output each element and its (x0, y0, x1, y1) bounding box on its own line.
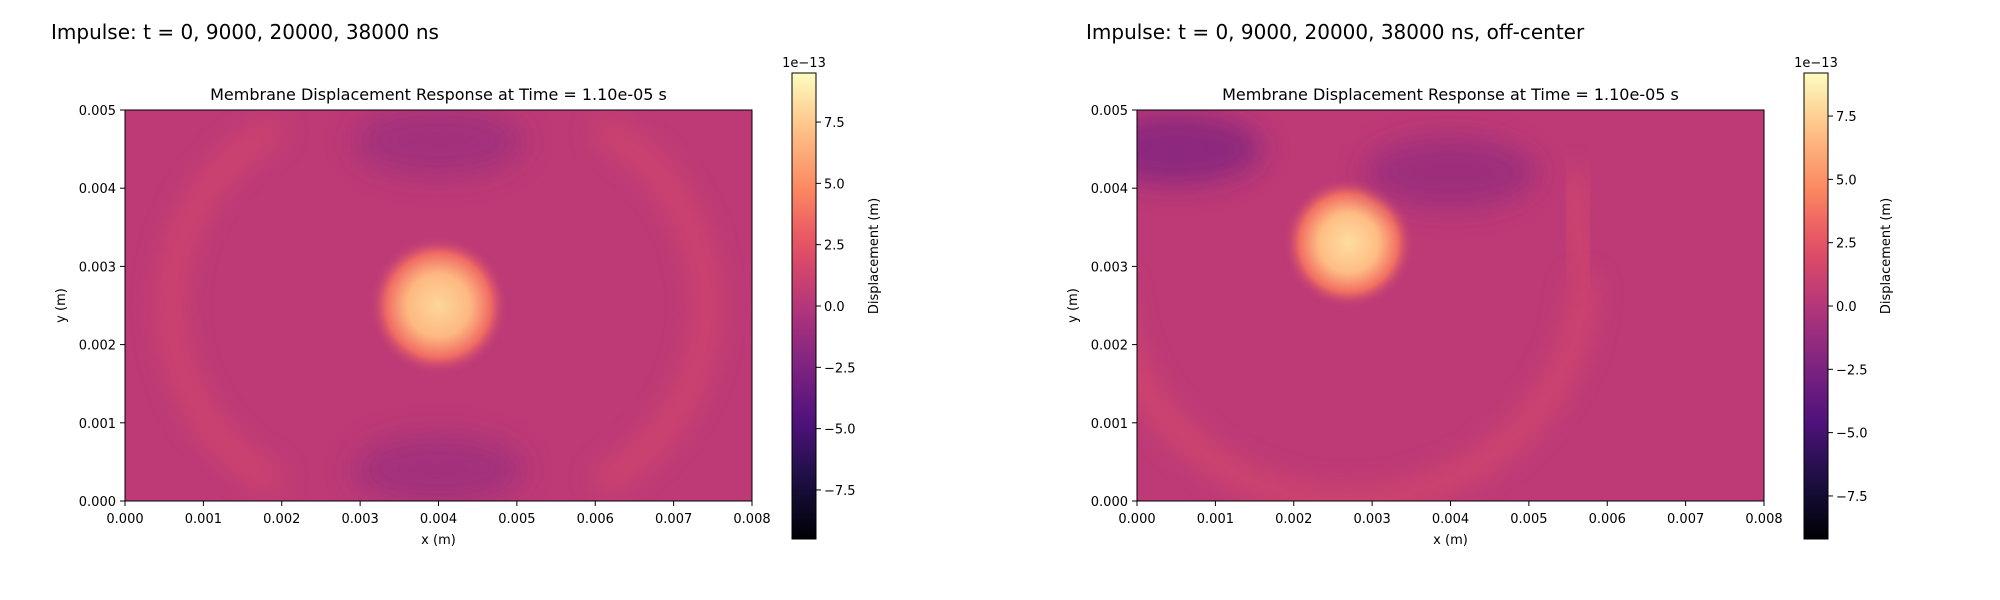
colorbar-tick-label: 7.5 (1836, 110, 1857, 125)
y-tick-label: 0.000 (1091, 495, 1128, 510)
y-tick-label: 0.003 (79, 260, 116, 275)
x-tick-label: 0.003 (342, 512, 379, 527)
colorbar-tick-label: 7.5 (824, 116, 845, 131)
colorbar: 1e−13 −7.5 −5.0 −2.5 0.0 2.5 5.0 7.5 Displacemen… (1794, 56, 1894, 540)
x-tick-label: 0.003 (1354, 512, 1391, 527)
x-tick-label: 0.000 (1118, 512, 1155, 527)
y-tick-label: 0.003 (1091, 260, 1128, 275)
colorbar-tick-label: −5.0 (824, 423, 856, 438)
y-tick-label: 0.004 (79, 182, 116, 197)
x-tick-label: 0.002 (263, 512, 300, 527)
y-tick-label: 0.000 (79, 495, 116, 510)
x-tick-label: 0.001 (1197, 512, 1234, 527)
chart-panel-2: Membrane Displacement Response at Time =… (1066, 56, 1894, 548)
y-tick-label: 0.002 (79, 339, 116, 354)
y-axis-label: y (m) (54, 288, 69, 323)
colorbar-tick-label: 0.0 (1836, 300, 1857, 315)
heatmap-peak (368, 235, 509, 376)
colorbar-tick-label: 2.5 (824, 239, 845, 254)
y-tick-label: 0.005 (79, 104, 116, 119)
heatmap-ring-arc (1561, 171, 1595, 280)
heatmap-peak (1282, 177, 1415, 309)
y-tick-label: 0.002 (1091, 339, 1128, 354)
heatmap-field (125, 110, 752, 501)
panel-title-left: Impulse: t = 0, 9000, 20000, 38000 ns (51, 20, 439, 44)
colorbar-offset-text: 1e−13 (782, 56, 826, 71)
heatmap-trough (1137, 113, 1263, 185)
colorbar-tick-label: 5.0 (1836, 173, 1857, 188)
x-tick-label: 0.005 (1510, 512, 1547, 527)
heatmap-ring-arc (593, 117, 718, 494)
colorbar-tick-label: −7.5 (824, 484, 856, 499)
x-tick-label: 0.007 (655, 512, 692, 527)
x-tick-label: 0.004 (1432, 512, 1469, 527)
heatmap-trough (1364, 137, 1537, 208)
colorbar-tick-label: 2.5 (1836, 237, 1857, 252)
colorbar-offset-text: 1e−13 (1794, 56, 1838, 71)
x-tick-label: 0.001 (185, 512, 222, 527)
y-axis-label: y (m) (1066, 288, 1081, 323)
x-tick-label: 0.005 (498, 512, 535, 527)
x-tick-label: 0.000 (106, 512, 143, 527)
colorbar-gradient (791, 72, 817, 540)
x-tick-label: 0.008 (1745, 512, 1782, 527)
chart-panel-1: Membrane Displacement Response at Time =… (54, 56, 882, 548)
colorbar-tick-label: −5.0 (1836, 427, 1868, 442)
chart-title: Membrane Displacement Response at Time =… (210, 85, 667, 104)
colorbar: 1e−13 −7.5 −5.0 −2.5 0.0 2.5 5.0 7.5 Displacemen… (782, 56, 882, 540)
chart-title: Membrane Displacement Response at Time =… (1222, 85, 1679, 104)
x-axis-label: x (m) (1433, 533, 1468, 548)
y-tick-label: 0.004 (1091, 182, 1128, 197)
y-tick-label: 0.005 (1091, 104, 1128, 119)
x-tick-label: 0.006 (1589, 512, 1626, 527)
colorbar-label: Displacement (m) (867, 198, 882, 314)
x-tick-label: 0.008 (733, 512, 770, 527)
colorbar-gradient (1803, 72, 1829, 540)
colorbar-tick-label: −7.5 (1836, 490, 1868, 505)
x-tick-label: 0.007 (1667, 512, 1704, 527)
colorbar-tick-label: −2.5 (824, 361, 856, 376)
heatmap-field (1137, 110, 1764, 501)
heatmap-trough (352, 434, 525, 501)
colorbar-tick-label: 5.0 (824, 177, 845, 192)
x-tick-label: 0.004 (420, 512, 457, 527)
y-tick-label: 0.001 (79, 417, 116, 432)
colorbar-tick-label: −2.5 (1836, 363, 1868, 378)
x-tick-label: 0.006 (577, 512, 614, 527)
colorbar-tick-label: 0.0 (824, 300, 845, 315)
heatmap-ring-arc (159, 117, 284, 494)
x-tick-label: 0.002 (1275, 512, 1312, 527)
y-tick-label: 0.001 (1091, 417, 1128, 432)
heatmap-trough (352, 110, 525, 177)
x-axis-label: x (m) (421, 533, 456, 548)
panel-title-right: Impulse: t = 0, 9000, 20000, 38000 ns, o… (1086, 20, 1585, 44)
colorbar-label: Displacement (m) (1879, 198, 1894, 314)
